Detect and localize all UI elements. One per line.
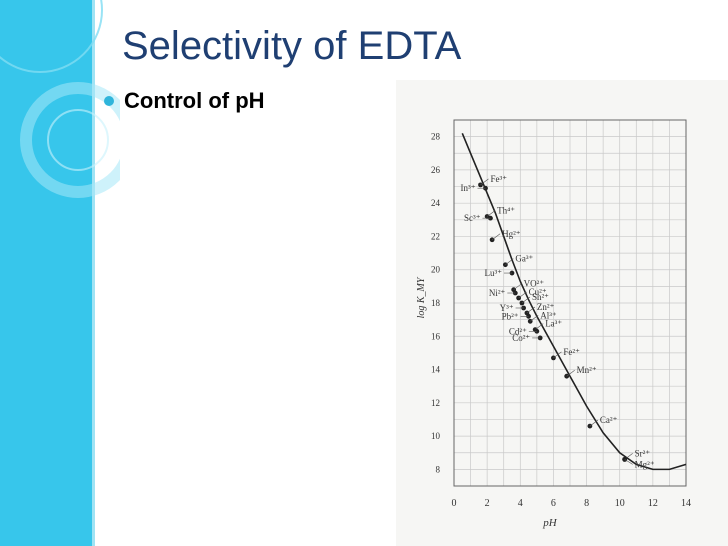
y-tick-label: 20 xyxy=(431,265,441,275)
ion-label: Lu³⁺ xyxy=(485,268,503,278)
ion-leader-line xyxy=(491,233,501,241)
decorative-circles xyxy=(0,0,120,198)
ion-label: Y³⁺ xyxy=(500,303,514,313)
x-tick-label: 14 xyxy=(681,498,691,509)
ion-point xyxy=(521,305,526,311)
ion-label: Sr²⁺ xyxy=(635,448,651,458)
ion-leader-line xyxy=(566,369,575,377)
y-tick-label: 12 xyxy=(431,398,440,408)
ion-leader-line xyxy=(518,291,527,299)
x-tick-labels: 0 2 4 6 8 10 12 14 xyxy=(452,498,692,509)
ion-label: Sn²⁺ xyxy=(532,292,549,302)
x-tick-label: 6 xyxy=(551,498,556,509)
ion-label: Al³⁺ xyxy=(540,310,557,320)
min-ph-curve xyxy=(461,133,687,471)
slide-title: Selectivity of EDTA xyxy=(122,24,462,68)
y-tick-label: 26 xyxy=(431,165,441,175)
chart-axes xyxy=(453,119,687,487)
ion-label: Fe³⁺ xyxy=(491,174,508,184)
ion-point xyxy=(516,295,522,301)
x-axis-label: pH xyxy=(542,517,558,529)
ion-label: Cd²⁺ xyxy=(509,326,527,336)
sidebar-divider xyxy=(92,0,95,546)
ion-label: VO²⁺ xyxy=(524,279,545,289)
ion-leader-line xyxy=(530,315,539,322)
bullet-item: Control of pH xyxy=(104,88,265,114)
decor-circle-large xyxy=(0,0,103,73)
ion-leader-line xyxy=(624,459,633,465)
ion-point xyxy=(509,270,515,276)
ion-point xyxy=(512,290,518,296)
y-tick-label: 22 xyxy=(431,231,440,241)
y-tick-label: 24 xyxy=(431,198,441,208)
x-tick-label: 10 xyxy=(615,498,625,509)
ion-leader-line xyxy=(513,283,522,290)
decor-circle-ring xyxy=(20,82,120,198)
metal-ion-points: Fe³⁺ In³⁺ Th⁴⁺ Sc³⁺ Hg²⁺ Ga³⁺ Lu³⁺ VO²⁺ Ni²⁺ Cu²⁺… xyxy=(461,174,655,469)
ion-label: Fe²⁺ xyxy=(563,347,580,357)
ion-point xyxy=(564,373,570,379)
ion-point xyxy=(622,456,628,462)
x-tick-label: 12 xyxy=(648,498,658,509)
ion-label: Sc³⁺ xyxy=(464,213,481,223)
chart-grid xyxy=(453,119,687,487)
y-tick-label: 10 xyxy=(431,431,441,441)
ion-point xyxy=(489,237,495,243)
y-tick-label: 16 xyxy=(431,331,441,341)
x-tick-label: 4 xyxy=(518,498,523,509)
y-axis-label: log K_MY xyxy=(416,276,427,318)
ion-leader-line xyxy=(526,306,536,314)
ion-leader-line xyxy=(589,419,599,427)
plot-frame xyxy=(453,119,687,487)
ion-label: La³⁺ xyxy=(545,319,562,329)
ion-leader-line xyxy=(553,351,562,359)
ion-label: Hg²⁺ xyxy=(502,229,521,239)
ion-leader-line xyxy=(480,178,489,186)
ion-label: Cu²⁺ xyxy=(529,287,547,297)
ion-label: Mn²⁺ xyxy=(577,365,597,375)
ion-label: Ca²⁺ xyxy=(600,415,618,425)
ion-point xyxy=(526,313,531,319)
ion-leader-line xyxy=(505,258,514,265)
ion-point xyxy=(534,328,540,334)
ion-leader-line xyxy=(521,296,531,304)
ion-label: Ga³⁺ xyxy=(515,254,533,264)
ion-label: Co²⁺ xyxy=(512,333,530,343)
x-tick-label: 2 xyxy=(485,498,490,509)
ion-label: Ni²⁺ xyxy=(489,288,506,298)
y-tick-label: 14 xyxy=(431,365,441,375)
bullet-text: Control of pH xyxy=(124,88,265,113)
ion-label: Th⁴⁺ xyxy=(497,205,515,215)
y-tick-label: 18 xyxy=(431,298,441,308)
ion-label: Pb²⁺ xyxy=(502,311,519,321)
decor-circle-small xyxy=(47,109,109,171)
y-tick-label: 28 xyxy=(431,132,441,142)
bullet-dot-icon xyxy=(104,96,114,106)
ion-point xyxy=(488,215,493,221)
x-tick-label: 8 xyxy=(584,498,589,509)
y-tick-label: 8 xyxy=(436,464,441,474)
y-tick-labels: 8 10 12 14 16 18 20 22 24 26 28 xyxy=(431,132,441,475)
x-tick-label: 0 xyxy=(452,498,457,509)
chart-image: 0 2 4 6 8 10 12 14 8 10 12 14 16 18 20 22 24 26 28 Fe³⁺ In… xyxy=(396,80,728,546)
ion-label: Zn²⁺ xyxy=(537,302,555,312)
ion-leader-line xyxy=(486,210,496,217)
ion-leader-line xyxy=(535,323,544,330)
ion-label: In³⁺ xyxy=(461,183,476,193)
ion-label: Mg²⁺ xyxy=(635,459,655,469)
